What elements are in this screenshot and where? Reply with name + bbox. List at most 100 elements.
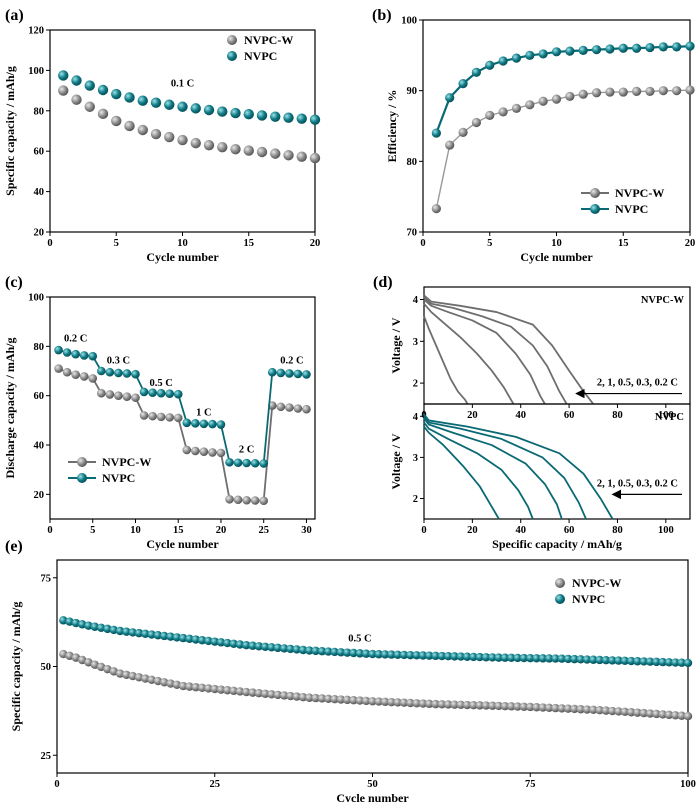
data-point-nvpc: [317, 647, 327, 656]
data-point-nvpc: [148, 388, 157, 398]
data-point-nvpc-w: [488, 701, 497, 710]
data-point-nvpc: [296, 113, 307, 124]
data-point-nvpc: [614, 656, 623, 665]
x-axis-label: Cycle number: [146, 250, 219, 264]
data-point-nvpc-w: [250, 496, 260, 505]
data-point-nvpc-w: [292, 692, 301, 701]
x-tick-label: 40: [515, 525, 526, 536]
y-axis-label: Specific capacity / mAh/g: [3, 66, 17, 196]
data-point-nvpc-w: [190, 137, 201, 149]
data-point-nvpc: [114, 368, 123, 378]
data-point-nvpc: [488, 653, 497, 662]
data-point-nvpc: [469, 652, 478, 662]
data-point-nvpc: [507, 653, 516, 663]
data-point-nvpc-w: [223, 686, 232, 695]
data-point-nvpc-w: [172, 680, 182, 689]
data-point-nvpc: [412, 651, 421, 660]
data-point-nvpc-w: [633, 708, 642, 717]
data-point-nvpc-w: [485, 110, 495, 120]
data-point-nvpc-w: [84, 101, 95, 112]
rate-annotation: 0.1 C: [171, 79, 194, 90]
y-axis-label: Voltage / V: [389, 317, 403, 373]
x-tick-label: 60: [564, 410, 575, 421]
y-tick-label: 75: [41, 573, 52, 584]
data-point-nvpc-w: [225, 494, 234, 504]
discharge-curve: [423, 413, 614, 520]
data-point-nvpc-w: [361, 696, 371, 706]
data-point-nvpc: [261, 642, 270, 651]
data-point-nvpc-w: [418, 699, 428, 708]
data-point-nvpc: [450, 652, 459, 661]
data-point-nvpc-w: [677, 711, 686, 720]
data-point-nvpc: [233, 458, 243, 468]
data-point-nvpc-w: [148, 411, 157, 421]
x-tick-label: 15: [173, 525, 184, 536]
data-point-nvpc: [458, 79, 468, 89]
data-point-nvpc: [485, 60, 495, 70]
data-point-nvpc-w: [105, 390, 115, 399]
data-point-nvpc: [276, 368, 286, 378]
y-tick-label: 100: [401, 16, 417, 27]
data-point-nvpc: [595, 655, 604, 665]
data-point-nvpc: [96, 623, 106, 633]
data-point-nvpc-w: [216, 685, 226, 694]
data-point-nvpc-w: [71, 94, 82, 105]
x-tick-label: 0: [54, 779, 59, 790]
data-point-nvpc: [160, 631, 169, 641]
data-point-nvpc-w: [177, 134, 188, 146]
data-point-nvpc-w: [481, 701, 491, 710]
data-point-nvpc-w: [139, 411, 149, 420]
data-point-nvpc-w: [671, 711, 680, 720]
data-point-nvpc-w: [309, 152, 321, 164]
discharge-curve: [423, 421, 534, 520]
data-point-nvpc: [179, 633, 188, 643]
x-tick-label: 20: [685, 238, 696, 249]
data-point-nvpc-w: [97, 108, 109, 120]
data-point-nvpc-w: [160, 678, 169, 687]
data-point-nvpc: [242, 458, 251, 468]
data-point-nvpc-w: [605, 87, 615, 97]
data-point-nvpc-w: [399, 698, 409, 707]
data-point-nvpc: [374, 650, 384, 659]
legend-label: NVPC: [615, 202, 648, 216]
data-point-nvpc: [208, 419, 217, 429]
data-point-nvpc: [618, 43, 628, 53]
data-point-nvpc: [197, 636, 207, 645]
data-point-nvpc-w: [270, 148, 281, 159]
rate-arrow-label: 2, 1, 0.5, 0.3, 0.2 C: [597, 478, 678, 489]
y-tick-label: 90: [407, 86, 418, 97]
data-point-nvpc-w: [90, 660, 100, 669]
legend-marker: [77, 473, 87, 483]
data-point-nvpc-w: [591, 88, 602, 98]
data-point-nvpc: [230, 107, 241, 119]
data-point-nvpc-w: [156, 412, 166, 422]
data-point-nvpc-w: [71, 370, 80, 380]
data-point-nvpc-w: [302, 404, 311, 414]
data-point-nvpc-w: [122, 392, 132, 401]
data-point-nvpc-w: [387, 697, 396, 707]
y-tick-label: 60: [34, 147, 45, 158]
data-point-nvpc-w: [115, 669, 125, 678]
data-point-nvpc: [285, 369, 294, 378]
data-point-nvpc-w: [500, 701, 510, 711]
data-point-nvpc-w: [103, 664, 112, 674]
legend-marker: [555, 594, 565, 604]
data-point-nvpc: [229, 639, 238, 648]
y-tick-label: 4: [413, 412, 419, 423]
data-point-nvpc: [150, 97, 162, 108]
data-point-nvpc: [216, 638, 226, 647]
rate-annotation: 0.5 C: [348, 634, 371, 645]
discharge-curve: [423, 303, 515, 405]
panel-a: (a) 0 5 10 15 20 20 40 60 80 100 120 Cycle number Spe…: [3, 7, 320, 264]
data-point-nvpc: [645, 42, 655, 53]
data-point-nvpc-w: [311, 693, 320, 703]
data-point-nvpc: [62, 348, 72, 357]
data-point-nvpc: [526, 653, 535, 663]
data-point-nvpc-w: [54, 364, 63, 373]
data-point-nvpc-w: [182, 445, 192, 455]
y-tick-label: 80: [34, 106, 45, 117]
data-point-nvpc-w: [78, 655, 87, 665]
data-point-nvpc: [78, 620, 87, 629]
data-point-nvpc: [216, 420, 226, 429]
data-point-nvpc: [343, 648, 352, 657]
